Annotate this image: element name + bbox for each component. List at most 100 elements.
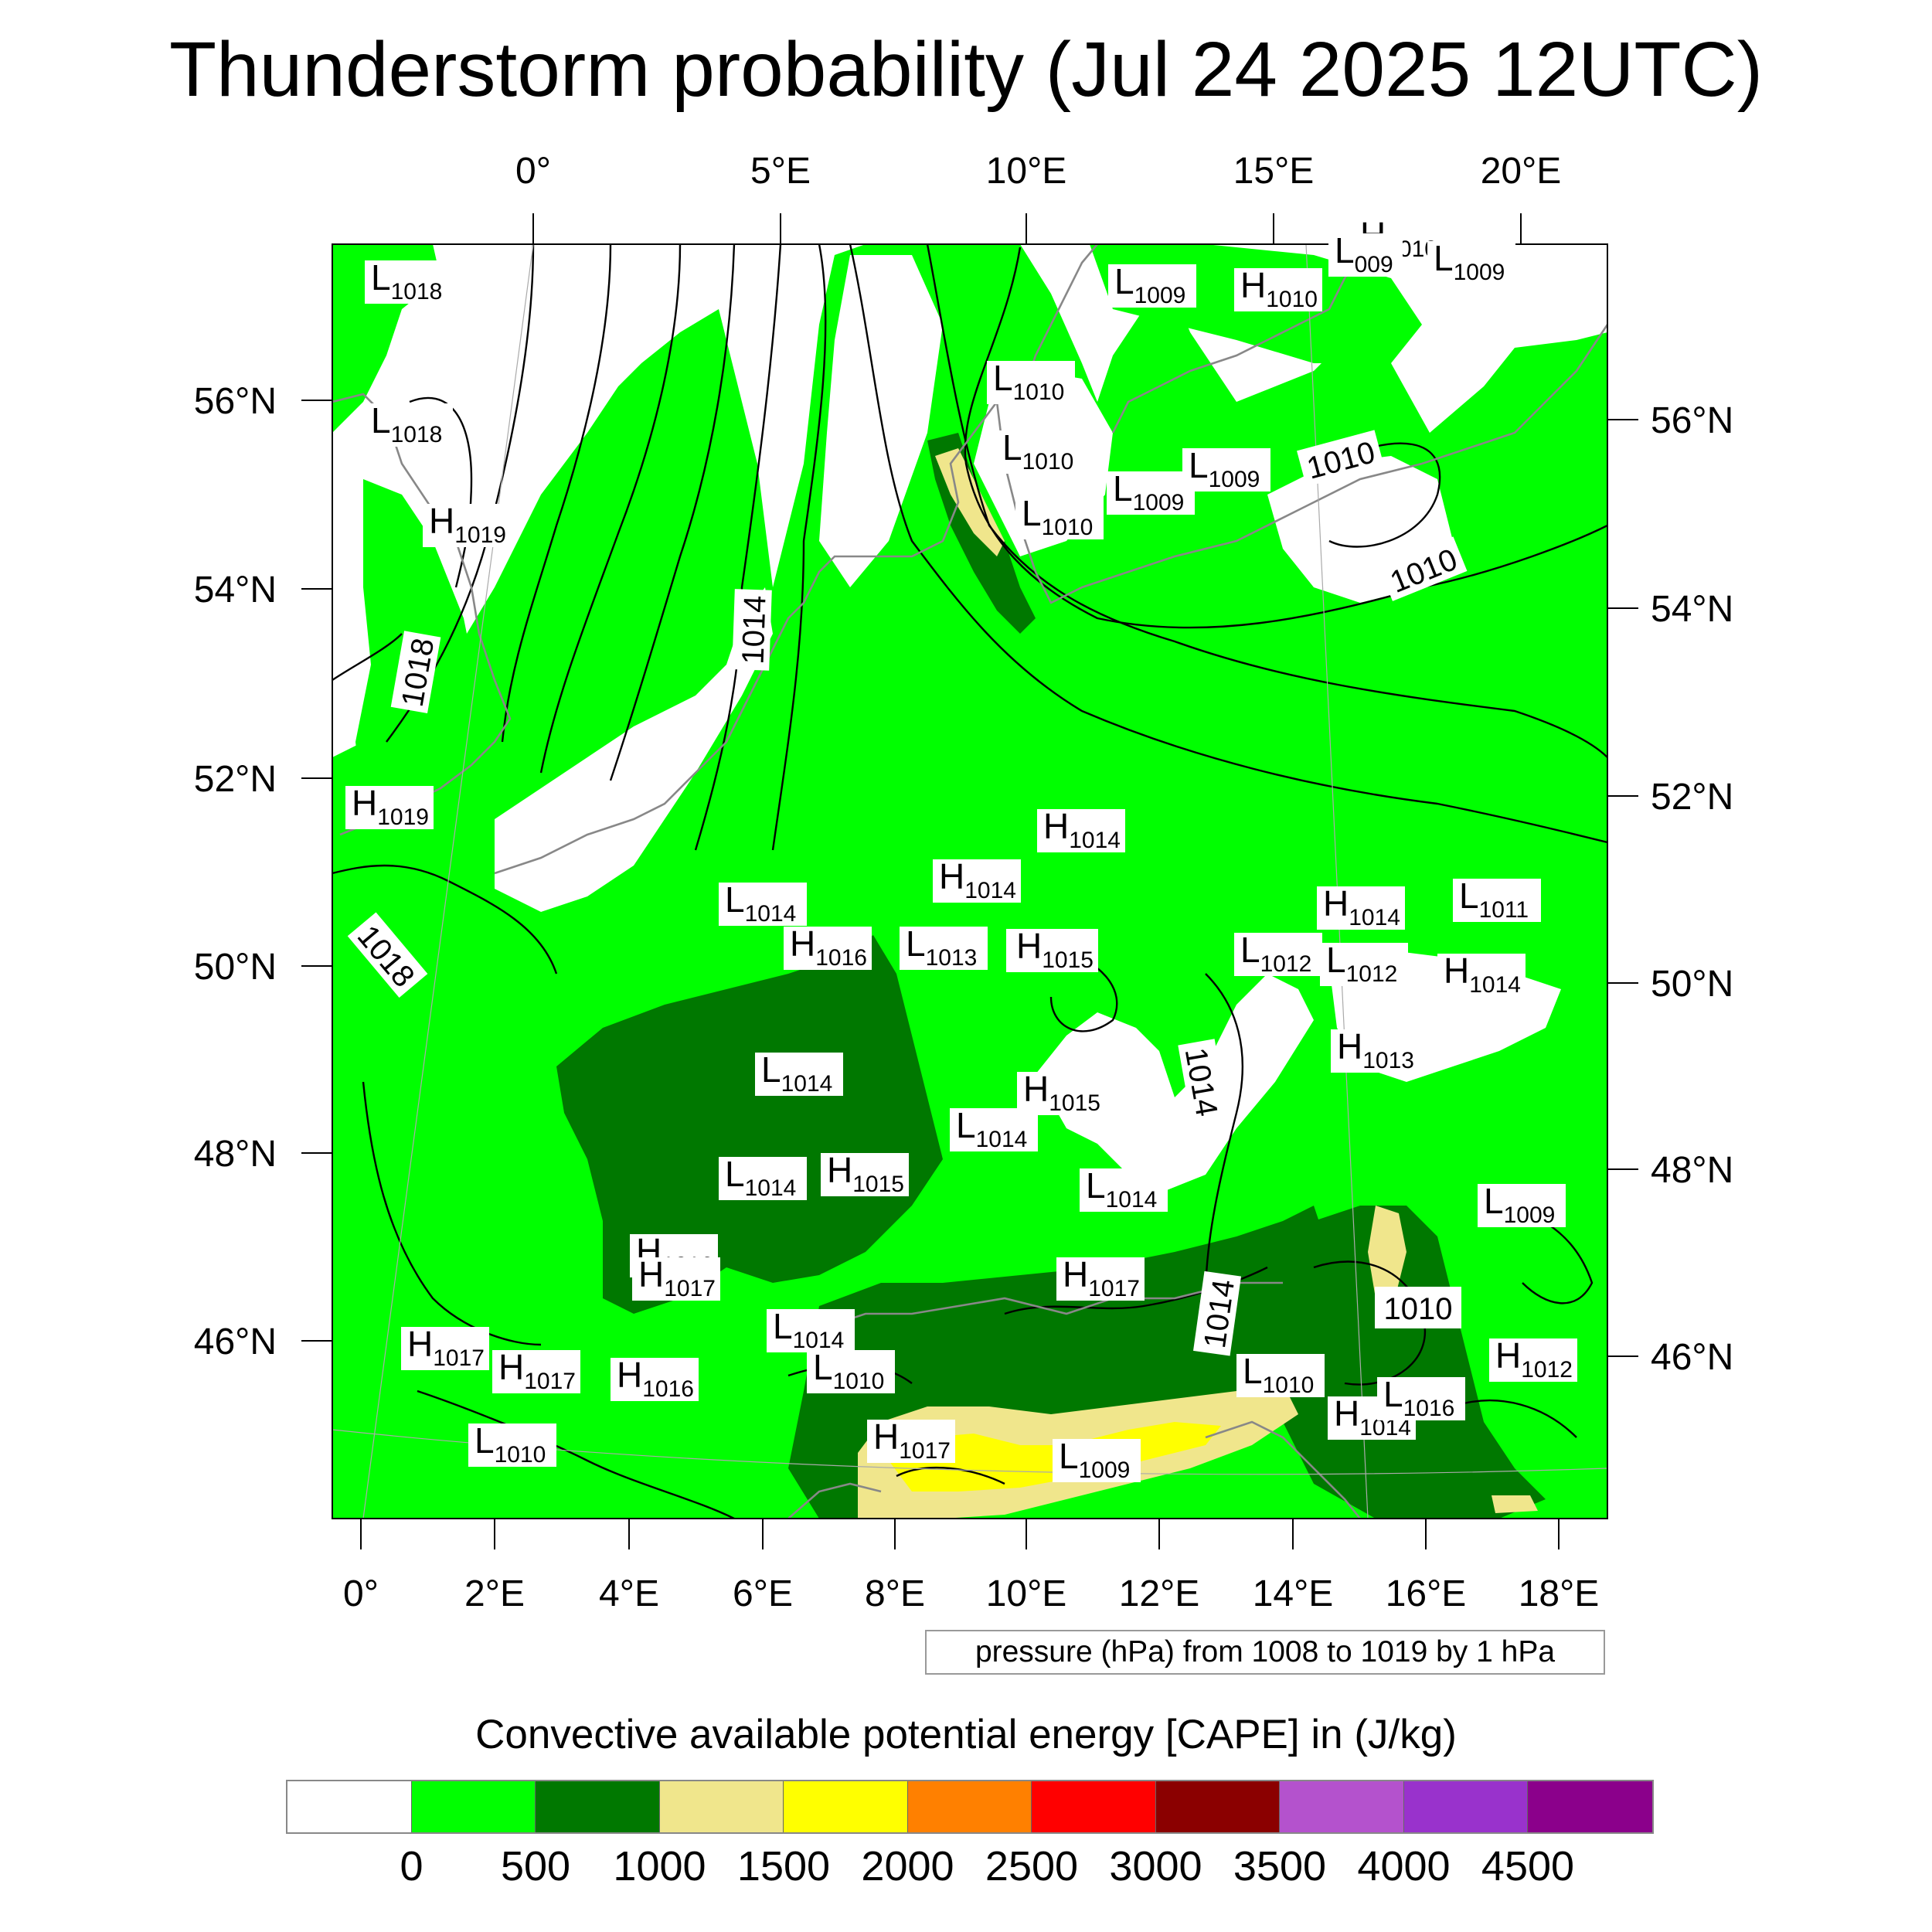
isobar-value-label: 1010 [1384, 1292, 1453, 1326]
pressure-center-label: L1011 [1459, 876, 1529, 923]
pressure-center-type: H [1444, 951, 1469, 991]
pressure-center-type: H [429, 501, 454, 541]
pressure-center-label: L1010 [993, 358, 1064, 405]
colorbar-tick-label: 1500 [736, 1843, 831, 1889]
high-pressure-center: H1017 [401, 1324, 489, 1371]
pressure-center-bg [784, 927, 872, 970]
pressure-center-value: 1019 [377, 804, 429, 830]
pressure-center-bg [1108, 264, 1196, 308]
pressure-center-bg [950, 1108, 1038, 1151]
right-lat-label: 48°N [1651, 1150, 1733, 1191]
pressure-center-label: L1009 [1113, 468, 1184, 515]
pressure-center-value: 1015 [1042, 947, 1094, 973]
pressure-center-bg [1331, 1029, 1419, 1073]
pressure-center-label: L1009 [1484, 1181, 1555, 1228]
pressure-center-label: H1015 [1016, 926, 1094, 973]
left-lat-label: 48°N [194, 1134, 277, 1175]
low-pressure-center: L1014 [719, 879, 807, 927]
colorbar-swatch [1032, 1781, 1156, 1832]
low-pressure-center: L1009 [1427, 238, 1515, 285]
bottom-lon-label: 10°E [986, 1573, 1067, 1614]
pressure-center-value: 1016 [642, 1376, 694, 1402]
pressure-center-value: 1017 [524, 1369, 576, 1394]
high-pressure-center: H1016 [784, 923, 872, 971]
top-lon-label: 15°E [1233, 151, 1315, 192]
pressure-center-bg [1053, 1439, 1141, 1482]
pressure-center-type: L [1243, 1351, 1263, 1391]
low-pressure-center: L1011 [1453, 876, 1541, 923]
pressure-center-bg [1453, 879, 1541, 922]
low-pressure-center: L1009 [1182, 445, 1270, 492]
pressure-center-bg [719, 1157, 807, 1200]
isobar-label-bg [732, 589, 772, 671]
pressure-center-bg [1478, 1184, 1566, 1227]
bottom-lon-label: 2°E [464, 1573, 525, 1614]
pressure-center-label: H1016 [790, 923, 867, 971]
isobar-label-bg [1193, 1270, 1242, 1356]
high-pressure-center: H1017 [492, 1347, 580, 1394]
low-pressure-center: L1014 [950, 1105, 1038, 1152]
pressure-center-type: L [1459, 876, 1479, 916]
clear-patch-channel [495, 587, 773, 912]
pressure-center-value: 1015 [852, 1172, 904, 1197]
pressure-center-bg [611, 1358, 699, 1401]
cape-area-darkgreen-france [556, 935, 943, 1314]
pressure-center-label: L1014 [773, 1306, 844, 1353]
pressure-center-value: 1012 [1260, 951, 1312, 977]
colorbar-swatch [659, 1781, 784, 1832]
top-lon-label: 10°E [986, 151, 1067, 192]
pressure-center-label: L1013 [906, 923, 977, 971]
pressure-center-value: 1010 [1022, 449, 1074, 474]
pressure-center-type: H [407, 1324, 433, 1364]
pressure-center-value: 009 [1355, 252, 1393, 277]
pressure-center-bg [1056, 1257, 1145, 1301]
pressure-center-label: L1010 [813, 1347, 884, 1394]
pressure-center-bg [401, 1327, 489, 1370]
pressure-center-type: L [1022, 493, 1042, 533]
pressure-center-value: 1016 [1403, 1396, 1455, 1421]
map-border [332, 243, 1608, 1519]
pressure-center-bg [468, 1423, 556, 1467]
pressure-center-type: L [906, 923, 926, 964]
pressure-center-label: L1016 [1383, 1374, 1454, 1421]
colorbar-swatch [784, 1781, 908, 1832]
pressure-center-value: 1017 [433, 1345, 485, 1371]
high-pressure-center: H1019 [345, 783, 434, 830]
pressure-center-value: 1018 [391, 422, 443, 447]
high-pressure-center: H1010 [1234, 265, 1322, 312]
pressure-center-label: L1009 [1114, 261, 1185, 308]
pressure-center-value: 1010 [1042, 515, 1094, 540]
pressure-center-bg [1015, 496, 1104, 539]
colorbar-swatch [907, 1781, 1032, 1832]
pressure-center-type: L [993, 358, 1013, 398]
isobar-label-bg [1375, 1287, 1461, 1328]
high-pressure-center: H1014 [1317, 883, 1405, 930]
low-pressure-center: L1010 [996, 427, 1084, 474]
pressure-center-type: H [1334, 1393, 1359, 1434]
clear-patch-central-europe [1036, 974, 1314, 1190]
colorbar-title: Convective available potential energy [C… [475, 1712, 1457, 1757]
low-pressure-center: L1014 [767, 1306, 855, 1353]
pressure-center-bg [1320, 943, 1408, 986]
left-lat-label: 46°N [194, 1321, 277, 1362]
pressure-center-value: 1017 [664, 1276, 716, 1301]
isobar-line [896, 1466, 1005, 1485]
left-lat-label: 54°N [194, 570, 277, 611]
pressure-center-bg [365, 260, 453, 304]
pressure-center-bg [1182, 448, 1270, 492]
colorbar-swatch [1528, 1781, 1652, 1832]
pressure-center-type: L [1189, 445, 1209, 485]
colorbar-tick-label: 3000 [1109, 1843, 1202, 1889]
isobar-label-bg [1178, 1039, 1229, 1125]
pressure-center-label: L1009 [1434, 238, 1505, 285]
colorbar-swatch [287, 1781, 412, 1832]
pressure-center-label: L1009 [1059, 1436, 1130, 1483]
high-pressure-center: H1014 [933, 856, 1021, 903]
low-pressure-center: L1010 [807, 1347, 895, 1394]
pressure-center-type: L [1326, 940, 1346, 980]
pressure-center-label: L1010 [1002, 427, 1073, 474]
colorbar-tick-label: 500 [500, 1843, 571, 1889]
isobar-line [417, 1389, 735, 1519]
pressure-center-value: 1012 [1521, 1357, 1573, 1383]
pressure-center-bg [492, 1350, 580, 1393]
